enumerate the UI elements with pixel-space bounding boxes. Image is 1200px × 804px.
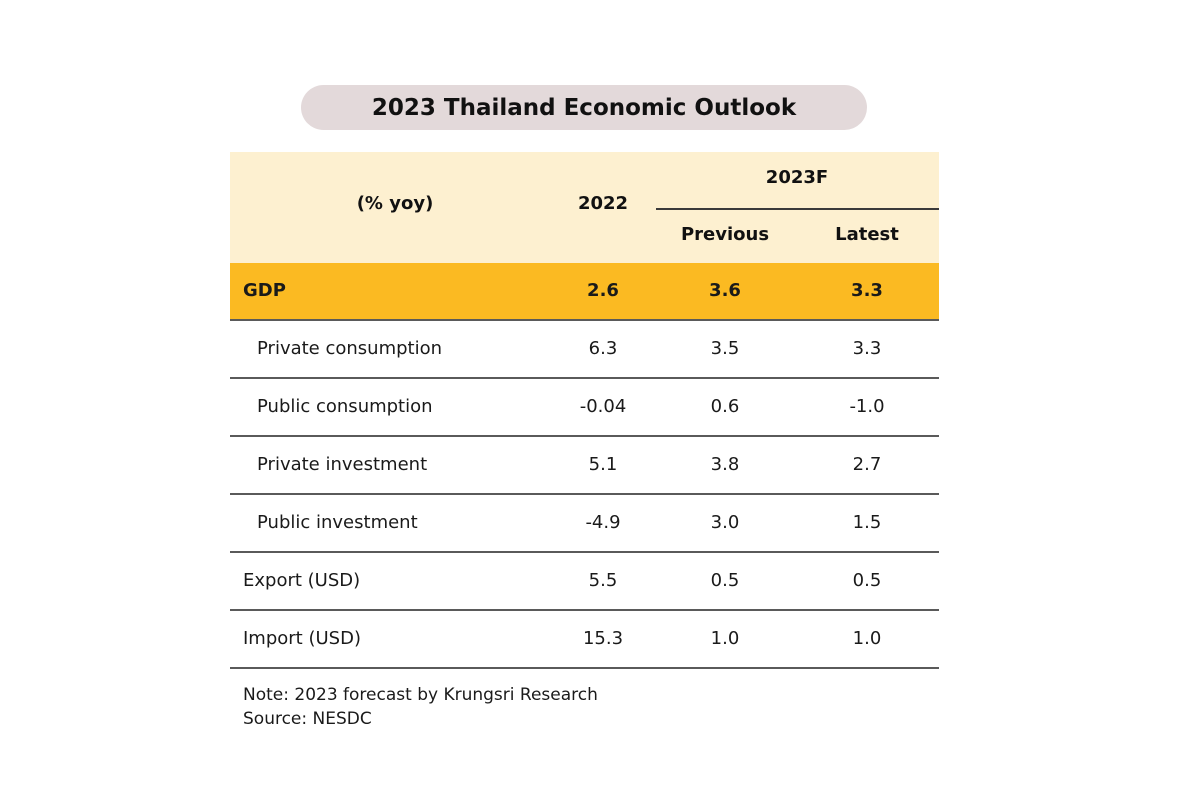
table-row: Private consumption 6.3 3.5 3.3 <box>230 321 939 379</box>
header-unit-label: (% yoy) <box>356 193 434 214</box>
table-row: Public consumption -0.04 0.6 -1.0 <box>230 379 939 437</box>
cell-previous: 0.5 <box>710 570 740 591</box>
row-label: GDP <box>243 280 286 301</box>
header-latest: Latest <box>835 224 899 245</box>
table-row: Import (USD) 15.3 1.0 1.0 <box>230 611 939 669</box>
header-2022: 2022 <box>577 193 629 214</box>
title-text: 2023 Thailand Economic Outlook <box>371 94 797 121</box>
cell-2022: -0.04 <box>579 396 627 417</box>
cell-2022: 2.6 <box>587 280 619 301</box>
cell-2022: 15.3 <box>582 628 624 649</box>
cell-2022: 6.3 <box>588 338 618 359</box>
table-row-gdp: GDP 2.6 3.6 3.3 <box>230 263 939 321</box>
cell-previous: 3.0 <box>710 512 740 533</box>
source-text: Source: NESDC <box>243 709 372 729</box>
row-label: Import (USD) <box>243 628 361 649</box>
cell-latest: 3.3 <box>851 280 883 301</box>
cell-latest: 1.5 <box>852 512 882 533</box>
outlook-table: (% yoy) 2022 2023F Previous Latest GDP 2… <box>230 152 939 669</box>
header-2023f: 2023F <box>765 167 829 188</box>
table-row: Public investment -4.9 3.0 1.5 <box>230 495 939 553</box>
cell-2022: -4.9 <box>585 512 621 533</box>
header-previous: Previous <box>680 224 770 245</box>
cell-previous: 3.5 <box>710 338 740 359</box>
cell-2022: 5.1 <box>588 454 618 475</box>
table-row: Private investment 5.1 3.8 2.7 <box>230 437 939 495</box>
note-text: Note: 2023 forecast by Krungsri Research <box>243 685 598 705</box>
cell-latest: 0.5 <box>852 570 882 591</box>
row-label: Private investment <box>257 454 428 475</box>
cell-latest: -1.0 <box>849 396 885 417</box>
cell-latest: 3.3 <box>852 338 882 359</box>
table-header: (% yoy) 2022 2023F Previous Latest <box>230 152 939 263</box>
cell-previous: 3.8 <box>710 454 740 475</box>
cell-latest: 2.7 <box>852 454 882 475</box>
table-row: Export (USD) 5.5 0.5 0.5 <box>230 553 939 611</box>
header-divider <box>656 208 939 210</box>
page-title: 2023 Thailand Economic Outlook <box>301 85 867 130</box>
cell-2022: 5.5 <box>588 570 618 591</box>
footnote: Note: 2023 forecast by Krungsri Research… <box>243 683 598 731</box>
row-label: Public consumption <box>257 396 433 417</box>
cell-latest: 1.0 <box>852 628 882 649</box>
cell-previous: 0.6 <box>710 396 740 417</box>
row-label: Export (USD) <box>243 570 361 591</box>
row-label: Public investment <box>257 512 418 533</box>
row-label: Private consumption <box>257 338 443 359</box>
cell-previous: 3.6 <box>709 280 741 301</box>
cell-previous: 1.0 <box>710 628 740 649</box>
